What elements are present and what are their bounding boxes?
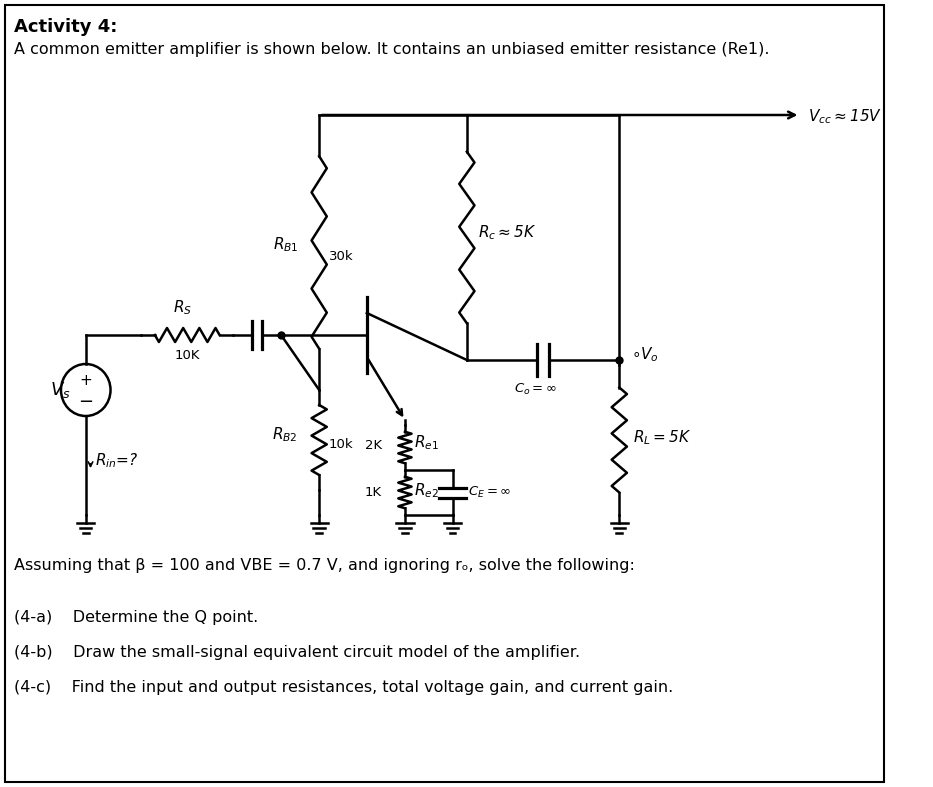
Text: $R_{B1}$: $R_{B1}$ — [273, 235, 299, 254]
Text: $V_{cc}$$\approx$15V: $V_{cc}$$\approx$15V — [808, 108, 882, 127]
Text: $R_{B2}$: $R_{B2}$ — [272, 426, 297, 445]
Text: +: + — [79, 372, 92, 387]
Text: $R_L$$=$5K: $R_L$$=$5K — [633, 428, 691, 447]
Text: 2K: 2K — [365, 438, 382, 452]
Text: 1K: 1K — [365, 486, 382, 499]
Text: $R_{e2}$: $R_{e2}$ — [414, 481, 439, 500]
Text: 10K: 10K — [174, 349, 200, 362]
Text: $\circ$$V_o$: $\circ$$V_o$ — [631, 345, 659, 364]
Text: Activity 4:: Activity 4: — [14, 18, 118, 36]
Text: −: − — [78, 393, 93, 411]
Text: $V_s$: $V_s$ — [49, 380, 70, 400]
Text: $C_E$$=$$\infty$: $C_E$$=$$\infty$ — [467, 485, 511, 500]
Text: $C_o$$=$$\infty$: $C_o$$=$$\infty$ — [514, 382, 557, 397]
Text: (4-a)    Determine the Q point.: (4-a) Determine the Q point. — [14, 610, 258, 625]
Text: A common emitter amplifier is shown below. It contains an unbiased emitter resis: A common emitter amplifier is shown belo… — [14, 42, 770, 57]
Text: $R_{in}$=?: $R_{in}$=? — [95, 451, 139, 470]
Text: $R_{e1}$: $R_{e1}$ — [414, 434, 439, 453]
Text: 10k: 10k — [328, 438, 354, 450]
Text: 30k: 30k — [328, 250, 354, 263]
Text: (4-c)    Find the input and output resistances, total voltage gain, and current : (4-c) Find the input and output resistan… — [14, 680, 674, 695]
Text: (4-b)    Draw the small-signal equivalent circuit model of the amplifier.: (4-b) Draw the small-signal equivalent c… — [14, 645, 580, 660]
Text: Assuming that β = 100 and VBE = 0.7 V, and ignoring rₒ, solve the following:: Assuming that β = 100 and VBE = 0.7 V, a… — [14, 558, 635, 573]
Text: $R_S$: $R_S$ — [173, 298, 192, 317]
Text: $R_c$$\approx$5K: $R_c$$\approx$5K — [479, 224, 536, 242]
